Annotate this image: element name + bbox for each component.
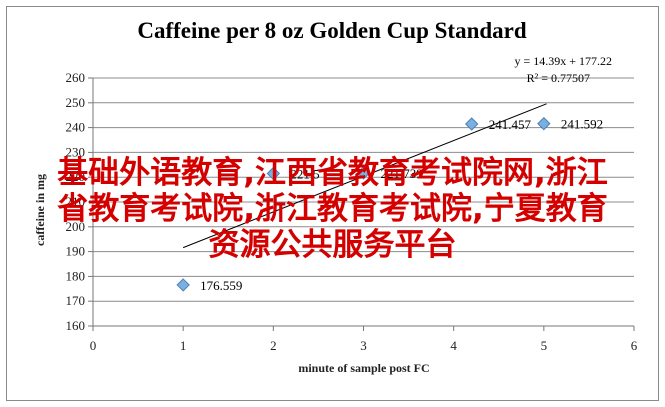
x-tick-label-2: 2 [270, 338, 277, 353]
y-tick-label-200: 200 [66, 219, 86, 234]
x-tick-labels: 0 1 2 3 4 5 6 [90, 338, 638, 353]
x-tick-label-4: 4 [450, 338, 457, 353]
r-squared-label: R² = 0.77507 [527, 71, 590, 85]
y-tick-label-260: 260 [66, 70, 86, 85]
data-label-0: 176.559 [200, 278, 242, 293]
data-point-0 [176, 278, 190, 292]
data-point-2 [356, 166, 371, 180]
chart-title: Caffeine per 8 oz Golden Cup Standard [137, 18, 527, 43]
data-point-1 [266, 166, 281, 181]
data-labels: 176.559 221.5 221.739 241.457 241.592 [200, 117, 603, 293]
x-tick-label-6: 6 [631, 338, 638, 353]
data-label-2: 221.739 [381, 166, 423, 181]
trendline-equation: y = 14.39x + 177.22 [514, 54, 612, 68]
data-point-3 [464, 117, 479, 131]
y-tick-label-180: 180 [66, 268, 86, 283]
y-tick-label-190: 190 [66, 244, 86, 259]
x-tick-label-5: 5 [541, 338, 548, 353]
y-tick-label-160: 160 [66, 318, 86, 333]
y-tick-label-220: 220 [66, 169, 86, 184]
y-tick-labels: 160 170 180 190 200 210 220 230 240 250 260 [66, 70, 86, 333]
chart-frame [6, 6, 659, 401]
y-axis-label: caffeine in mg [33, 174, 47, 246]
y-tick-label-240: 240 [66, 120, 86, 135]
axes [88, 77, 635, 331]
y-tick-label-170: 170 [66, 293, 86, 308]
x-tick-label-0: 0 [90, 338, 97, 353]
y-tick-label-250: 250 [66, 95, 86, 110]
x-tick-label-3: 3 [360, 338, 367, 353]
data-label-1: 221.5 [290, 166, 319, 181]
y-tick-label-210: 210 [66, 194, 86, 209]
x-axis-label: minute of sample post FC [298, 361, 429, 375]
data-points [176, 116, 551, 292]
y-tick-label-230: 230 [66, 144, 86, 159]
data-label-3: 241.457 [489, 117, 532, 132]
data-point-4 [537, 116, 551, 131]
data-label-4: 241.592 [561, 117, 603, 132]
x-tick-label-1: 1 [180, 338, 187, 353]
grid-lines [93, 77, 634, 302]
